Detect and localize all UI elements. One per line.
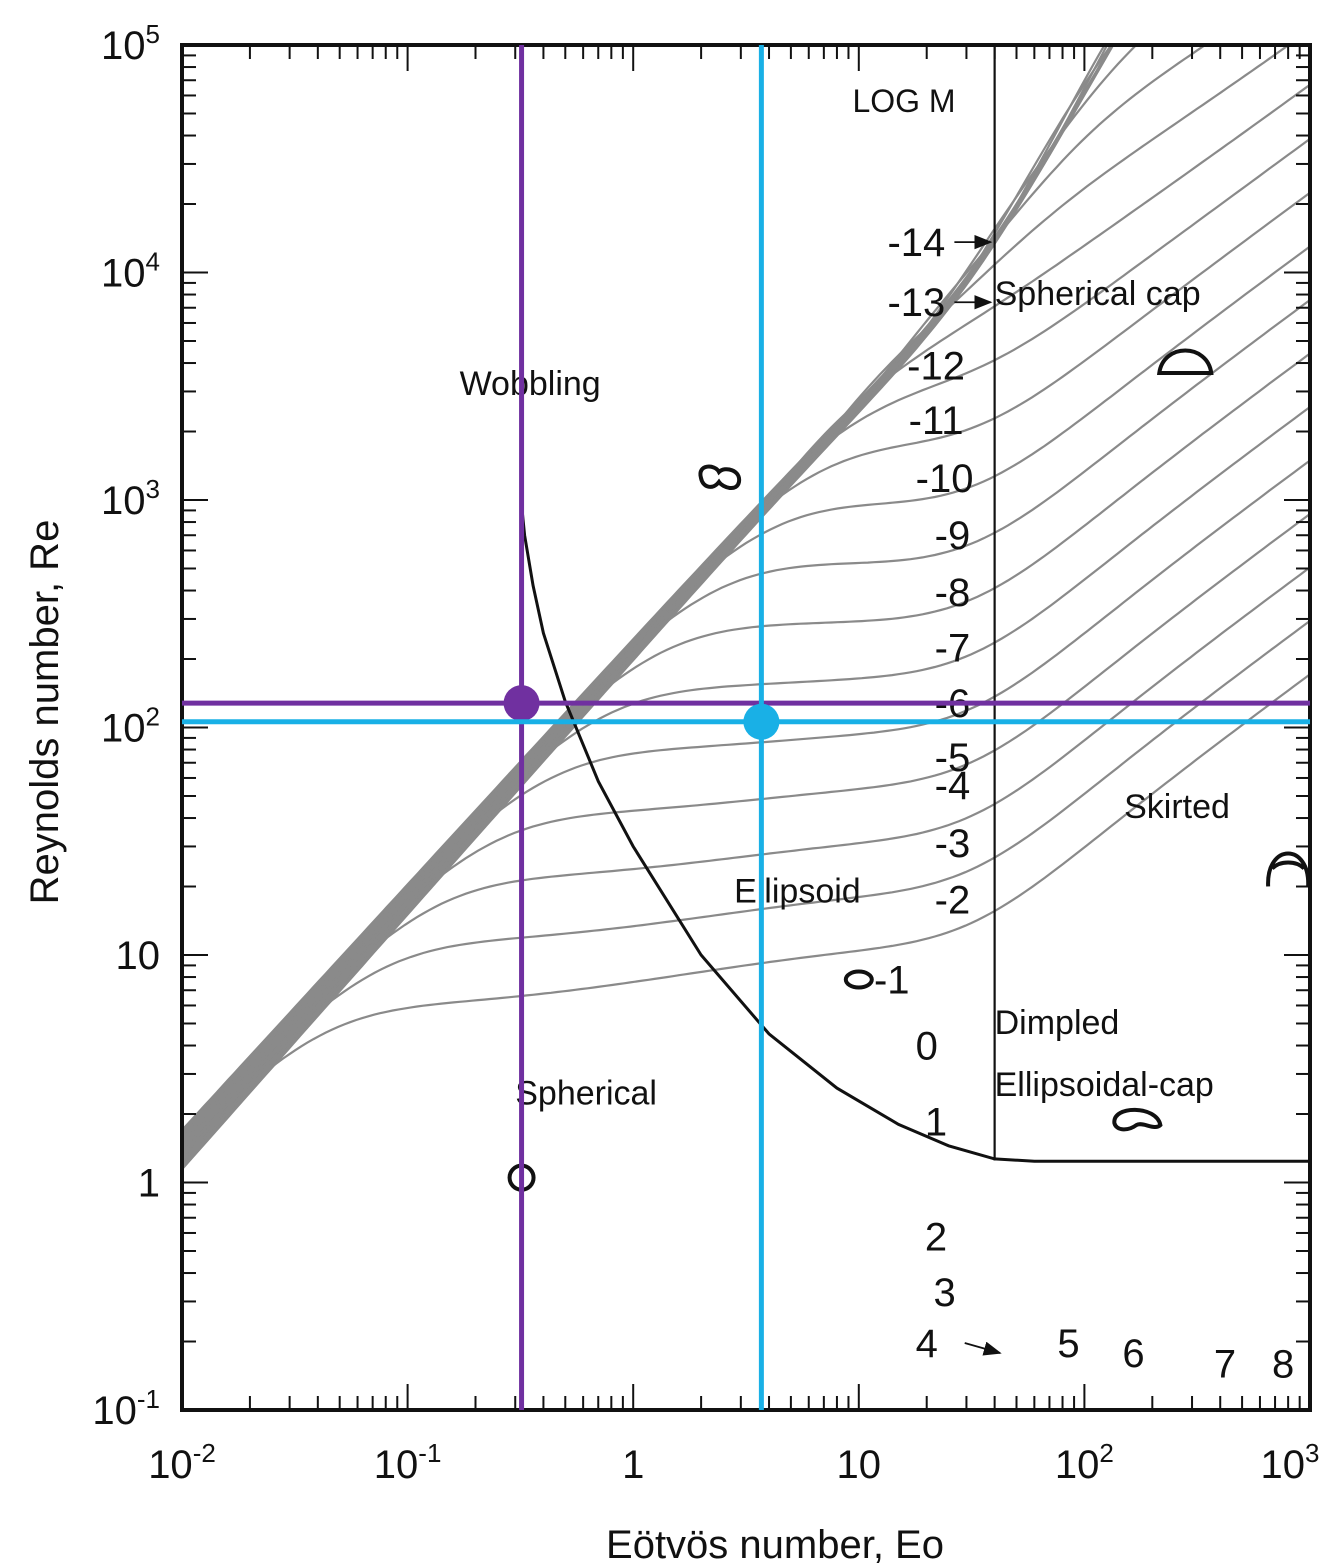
log-m-label: -2 xyxy=(935,879,971,923)
x-tick-label: 10-1 xyxy=(374,1438,442,1487)
y-tick-label: 10 xyxy=(116,934,161,978)
highlight-point xyxy=(743,703,780,740)
y-tick-label: 104 xyxy=(101,247,160,296)
log-m-label: 4 xyxy=(916,1322,938,1366)
x-tick-label: 102 xyxy=(1055,1438,1114,1487)
y-tick-label: 1 xyxy=(138,1162,160,1206)
highlight-point xyxy=(503,685,540,722)
log-m-curve xyxy=(182,405,1310,1170)
regime-label: Skirted xyxy=(1124,788,1230,826)
log-m-label: 2 xyxy=(925,1215,947,1259)
log-m-curve xyxy=(182,45,1109,1144)
x-axis-title: Eötvös number, Eo xyxy=(606,1523,944,1565)
regime-label: Ellipsoidal-cap xyxy=(995,1066,1214,1104)
regime-label: Dimpled xyxy=(995,1004,1120,1042)
log-m-label: -3 xyxy=(935,822,971,866)
log-m-curve xyxy=(182,512,1310,1171)
log-m-arrow xyxy=(964,1341,1002,1356)
log-m-curve xyxy=(182,459,1310,1171)
log-m-label: 7 xyxy=(1214,1343,1236,1387)
log-m-label: 8 xyxy=(1272,1343,1294,1387)
log-m-curve xyxy=(182,45,1106,1146)
log-m-label: -11 xyxy=(909,399,964,443)
log-m-label: -13 xyxy=(887,281,945,325)
highlight-crosshairs xyxy=(182,45,1310,1410)
log-m-label: 3 xyxy=(933,1271,955,1315)
log-m-curve xyxy=(182,191,1310,1162)
log-m-label: 0 xyxy=(916,1025,938,1069)
log-m-curve xyxy=(182,672,1310,1157)
log-m-label: -10 xyxy=(916,457,974,501)
log-m-label: 5 xyxy=(1057,1322,1079,1366)
y-tick-label: 102 xyxy=(101,702,160,751)
log-m-curve xyxy=(182,45,1208,1153)
log-m-curve xyxy=(182,137,1310,1160)
log-m-label: -7 xyxy=(935,626,971,670)
y-tick-label: 105 xyxy=(101,19,160,68)
log-m-label: -12 xyxy=(907,345,965,389)
log-m-curve xyxy=(182,565,1310,1170)
boundary-curve xyxy=(520,504,1310,1163)
x-tick-label: 10-2 xyxy=(148,1438,216,1487)
log-m-label: -9 xyxy=(935,514,971,558)
wobbling-bubble-icon xyxy=(698,464,741,490)
skirted-bubble-icon xyxy=(1266,851,1311,887)
log-m-curve xyxy=(182,83,1310,1157)
y-tick-label: 10-1 xyxy=(92,1384,160,1433)
y-axis-title: Reynolds number, Re xyxy=(23,520,67,905)
dimpled-cap-bubble-icon xyxy=(1112,1107,1163,1132)
log-m-curve xyxy=(182,45,1291,1155)
regime-labels: Spherical Wobbling Ellipsoid Spherical cap S… xyxy=(460,275,1311,1192)
log-m-label: 1 xyxy=(925,1101,947,1145)
x-tick-label: 103 xyxy=(1261,1438,1320,1487)
log-m-label: -4 xyxy=(935,764,971,808)
x-tick-label: 10 xyxy=(837,1443,882,1487)
log-m-label: -1 xyxy=(874,959,910,1003)
spherical-cap-bubble-icon xyxy=(1156,348,1214,376)
regime-label: Spherical cap xyxy=(995,275,1201,313)
y-tick-label: 103 xyxy=(101,474,160,523)
x-tick-label: 1 xyxy=(622,1443,644,1487)
log-m-curve xyxy=(182,619,1310,1165)
log-m-label: -8 xyxy=(935,571,971,615)
ellipsoid-bubble-icon xyxy=(843,969,874,990)
log-m-title: LOG M xyxy=(852,83,955,119)
regime-label: Spherical xyxy=(515,1075,657,1113)
log-m-curves xyxy=(182,45,1310,1171)
plot-frame xyxy=(180,43,1312,1412)
regime-boundaries xyxy=(520,45,1310,1163)
axis-ticks xyxy=(181,45,1310,1411)
log-m-curve xyxy=(182,45,1138,1150)
log-m-label: 6 xyxy=(1122,1332,1144,1376)
log-m-curve xyxy=(182,45,1114,1132)
regime-label: Wobbling xyxy=(460,365,601,403)
log-m-label: -5 xyxy=(935,736,971,780)
log-m-label: -14 xyxy=(887,221,945,265)
regime-label: Ellipsoid xyxy=(734,873,861,911)
